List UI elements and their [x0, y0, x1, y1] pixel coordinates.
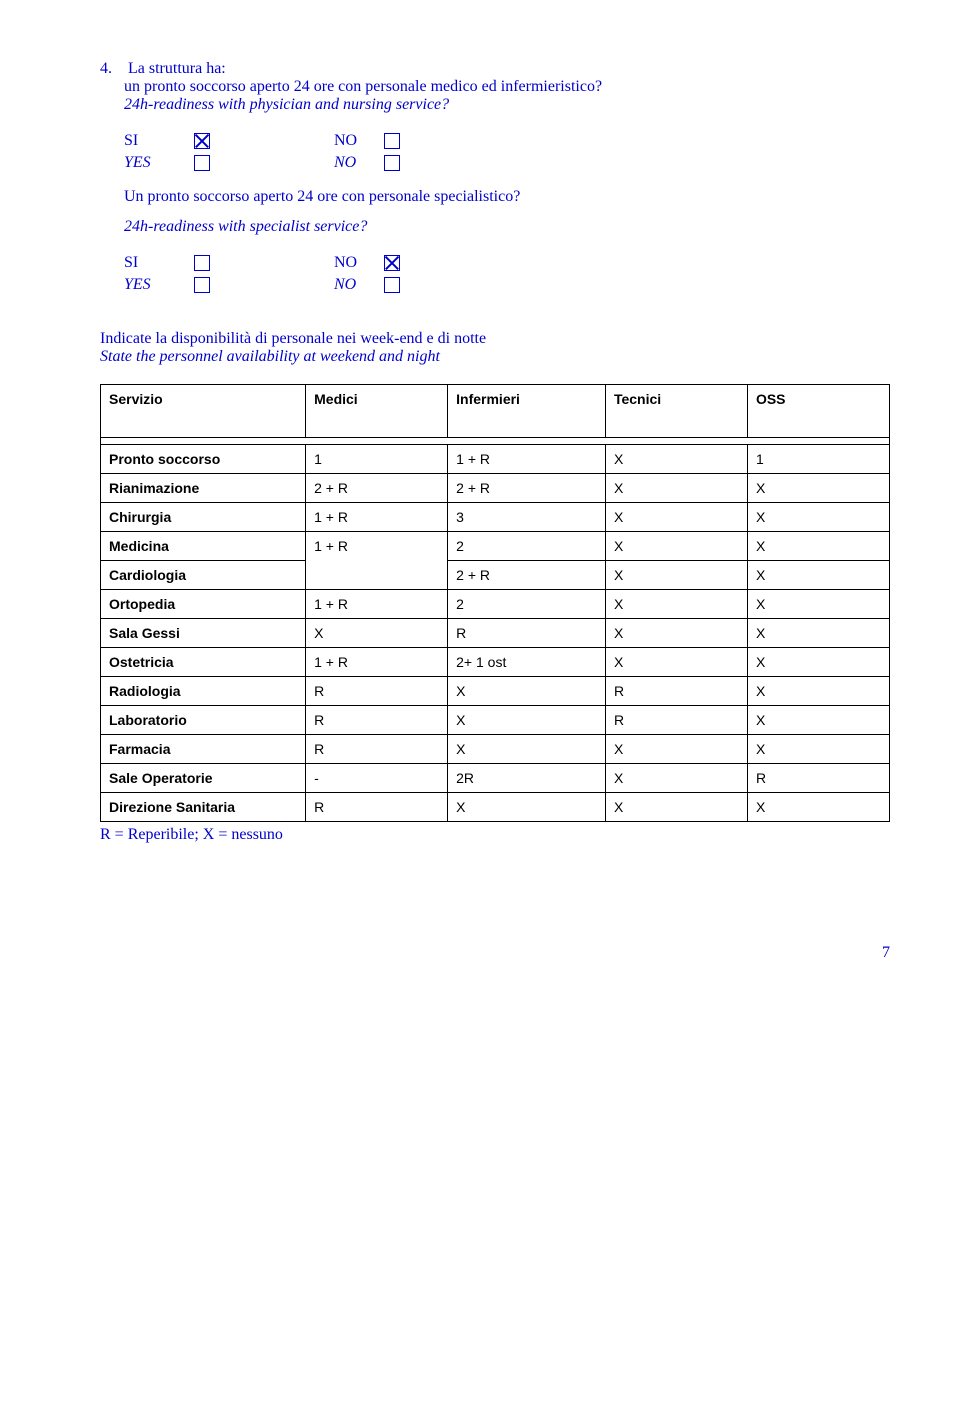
question-4: 4. La struttura ha: un pronto soccorso a… [100, 60, 890, 294]
question-line1-it: un pronto soccorso aperto 24 ore con per… [124, 78, 890, 96]
checkbox-yes-2[interactable] [194, 277, 210, 293]
table-row: Ortopedia 1 + R 2 X X [101, 590, 890, 619]
table-row: Laboratorio R X R X [101, 706, 890, 735]
yesno-row-2: YES NO [124, 276, 890, 294]
no2-label-2: NO [334, 276, 374, 294]
table-row: Sale Operatorie - 2R X R [101, 764, 890, 793]
table-row: Pronto soccorso 1 1 + R X 1 [101, 445, 890, 474]
th-infermieri: Infermieri [448, 385, 606, 438]
table-row: Rianimazione 2 + R 2 + R X X [101, 474, 890, 503]
th-oss: OSS [747, 385, 889, 438]
table-row: Ostetricia 1 + R 2+ 1 ost X X [101, 648, 890, 677]
sino-row-2: SI NO [124, 254, 890, 272]
th-servizio: Servizio [101, 385, 306, 438]
yes-label: YES [124, 154, 184, 172]
checkbox-no2-2[interactable] [384, 277, 400, 293]
table-row: Direzione Sanitaria R X X X [101, 793, 890, 822]
checkbox-yes-1[interactable] [194, 155, 210, 171]
indicate-block: Indicate la disponibilità di personale n… [100, 330, 890, 366]
indicate-it: Indicate la disponibilità di personale n… [100, 330, 890, 348]
no-label: NO [334, 132, 374, 150]
si-label-2: SI [124, 254, 184, 272]
table-row: Farmacia R X X X [101, 735, 890, 764]
question2-it: Un pronto soccorso aperto 24 ore con per… [124, 188, 890, 206]
checkbox-si-1[interactable] [194, 133, 210, 149]
table-row: Cardiologia 2 + R X X [101, 561, 890, 590]
availability-table: Servizio Medici Infermieri Tecnici OSS P… [100, 384, 890, 822]
indicate-en: State the personnel availability at week… [100, 348, 890, 366]
si-label: SI [124, 132, 184, 150]
table-row: Sala Gessi X R X X [101, 619, 890, 648]
page-number: 7 [100, 944, 890, 962]
th-tecnici: Tecnici [605, 385, 747, 438]
checkbox-si-2[interactable] [194, 255, 210, 271]
question-number: 4. [100, 60, 124, 78]
checkbox-no-1[interactable] [384, 133, 400, 149]
sino-row-1: SI NO [124, 132, 890, 150]
table-legend: R = Reperibile; X = nessuno [100, 826, 890, 844]
table-row: Medicina 1 + R 2 X X [101, 532, 890, 561]
question2-en: 24h-readiness with specialist service? [124, 218, 890, 236]
th-medici: Medici [306, 385, 448, 438]
checkbox-no-2[interactable] [384, 255, 400, 271]
question-line1-en: 24h-readiness with physician and nursing… [124, 96, 890, 114]
no2-label: NO [334, 154, 374, 172]
question-title: La struttura ha: [128, 60, 226, 78]
table-row: Radiologia R X R X [101, 677, 890, 706]
checkbox-no2-1[interactable] [384, 155, 400, 171]
yes-label-2: YES [124, 276, 184, 294]
no-label-2: NO [334, 254, 374, 272]
table-row: Chirurgia 1 + R 3 X X [101, 503, 890, 532]
yesno-row-1: YES NO [124, 154, 890, 172]
table-header-row: Servizio Medici Infermieri Tecnici OSS [101, 385, 890, 438]
